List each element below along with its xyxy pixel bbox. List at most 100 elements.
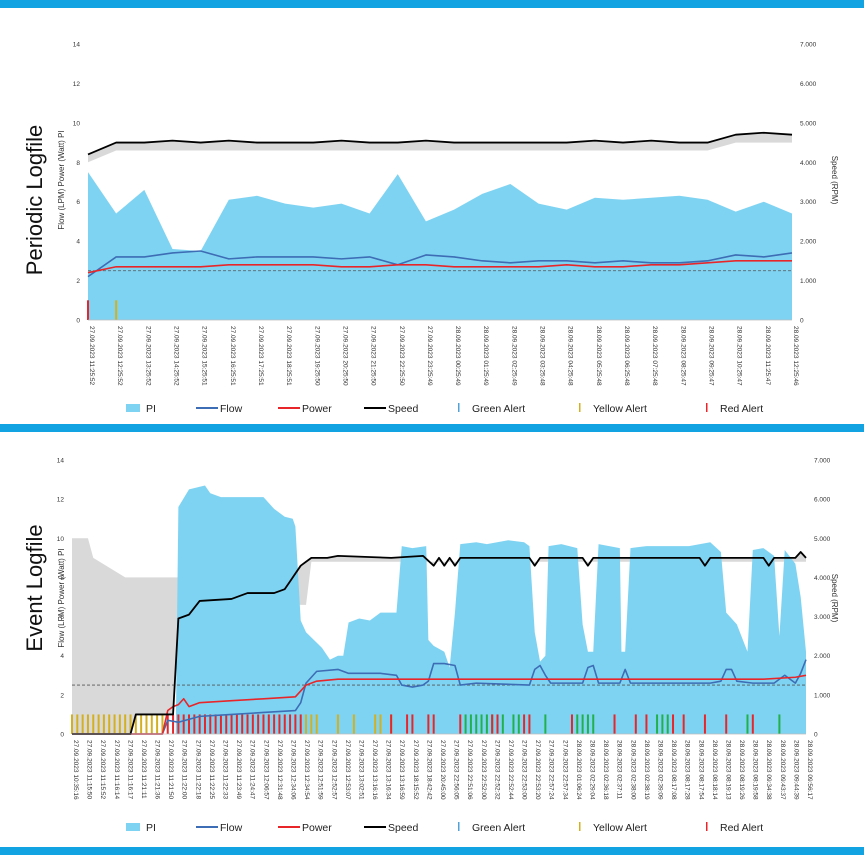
top-accent-bar — [0, 0, 864, 8]
event-red-alert-mark — [528, 714, 531, 734]
event-green-alert-mark — [469, 714, 472, 734]
event-xtick: 27.09.2023 13:16:16 — [371, 740, 378, 800]
event-red-alert-mark — [251, 714, 254, 734]
periodic-xtick: 28.09.2023 08:25:47 — [679, 326, 686, 386]
bottom-accent-bar — [0, 847, 864, 855]
event-xtick: 28.09.2023 02:37:11 — [616, 740, 623, 800]
event-xtick: 27.09.2023 11:22:00 — [181, 740, 188, 800]
periodic-legend-speed-label: Speed — [388, 403, 419, 415]
event-red-alert-mark — [267, 714, 270, 734]
middle-accent-bar — [0, 424, 864, 432]
event-ytick: 4 — [60, 653, 64, 660]
event-xtick: 28.09.2023 02:36:18 — [602, 740, 609, 800]
event-xtick: 27.09.2023 22:53:20 — [534, 740, 541, 800]
periodic-legend-green-swatch — [458, 403, 460, 412]
event-red-alert-mark — [703, 714, 706, 734]
periodic-xtick: 28.09.2023 04:25:48 — [567, 326, 574, 386]
event-xtick: 27.09.2023 22:57:24 — [548, 740, 555, 800]
event-xtick: 27.09.2023 12:51:59 — [317, 740, 324, 800]
event-xtick: 28.09.2023 08:19:58 — [752, 740, 759, 800]
event-green-alert-mark — [576, 714, 579, 734]
event-ytick: 0 — [60, 732, 64, 739]
periodic-legend-power-label: Power — [302, 403, 332, 415]
event-xtick: 28.09.2023 08:19:26 — [738, 740, 745, 800]
periodic-speed-band — [88, 132, 792, 163]
event-ytick: 14 — [57, 458, 65, 465]
event-red-alert-mark — [177, 714, 180, 734]
event-yellow-alert-mark — [352, 714, 355, 734]
event-yellow-alert-mark — [129, 714, 132, 734]
event-legend-red-swatch — [706, 822, 708, 831]
event-red-alert-mark — [188, 714, 191, 734]
periodic-y2tick: 6.000 — [800, 81, 817, 88]
periodic-xtick: 28.09.2023 09:25:47 — [708, 326, 715, 386]
event-yellow-alert-mark — [156, 714, 159, 734]
event-red-alert-mark — [459, 714, 462, 734]
event-xtick: 27.09.2023 18:42:42 — [425, 740, 432, 800]
event-red-alert-mark — [166, 714, 169, 734]
event-xtick: 27.09.2023 11:21:36 — [154, 740, 161, 800]
periodic-flow-line — [87, 250, 793, 278]
event-y2tick: 6.000 — [814, 497, 831, 504]
event-yellow-alert-mark — [124, 714, 127, 734]
event-green-alert-mark — [512, 714, 515, 734]
event-yellow-alert-mark — [374, 714, 377, 734]
event-red-alert-mark — [613, 714, 616, 734]
periodic-xtick: 28.09.2023 12:25:46 — [792, 326, 799, 386]
periodic-legend-flow-label: Flow — [220, 403, 243, 415]
event-red-alert-mark — [427, 714, 430, 734]
event-red-alert-mark — [283, 714, 286, 734]
event-yellow-alert-mark — [315, 714, 318, 734]
event-red-alert-mark — [289, 714, 292, 734]
event-red-alert-mark — [491, 714, 494, 734]
periodic-xtick: 27.09.2023 18:25:51 — [285, 326, 292, 386]
event-yellow-alert-mark — [113, 714, 116, 734]
event-ytick: 6 — [60, 614, 64, 621]
event-legend: PI Flow Power Speed Green Alert Yellow Alert R… — [126, 822, 763, 834]
periodic-xtick: 27.09.2023 23:25:49 — [426, 326, 433, 386]
event-ytick: 10 — [57, 536, 65, 543]
event-xtick: 27.09.2023 12:53:07 — [344, 740, 351, 800]
event-xtick: 27.09.2023 11:16:14 — [113, 740, 120, 800]
event-red-alert-mark — [193, 714, 196, 734]
periodic-xtick: 27.09.2023 17:25:51 — [257, 326, 264, 386]
event-legend-red-label: Red Alert — [720, 822, 763, 834]
event-yellow-alert-mark — [92, 714, 95, 734]
periodic-ytick: 0 — [76, 318, 80, 325]
periodic-xtick: 27.09.2023 19:25:50 — [313, 326, 320, 386]
event-legend-yellow-label: Yellow Alert — [593, 822, 647, 834]
event-red-alert-mark — [523, 714, 526, 734]
periodic-y2tick: 2.000 — [800, 239, 817, 246]
event-green-alert-mark — [544, 714, 547, 734]
event-red-alert-mark — [273, 714, 276, 734]
event-xtick: 28.09.2023 02:38:00 — [629, 740, 636, 800]
event-legend-flow-label: Flow — [220, 822, 243, 834]
event-xtick: 27.09.2023 20:45:00 — [439, 740, 446, 800]
event-red-alert-mark — [246, 714, 249, 734]
periodic-red-alert-mark — [87, 300, 89, 320]
periodic-chart-title: Periodic Logfile — [22, 125, 47, 275]
event-red-alert-mark — [294, 714, 297, 734]
event-red-alert-mark — [203, 714, 206, 734]
event-power-line — [72, 674, 807, 735]
event-red-alert-mark — [496, 714, 499, 734]
event-legend-power-label: Power — [302, 822, 332, 834]
periodic-logfile-chart: Periodic Logfile Flow (LPM) Power (Watt)… — [22, 42, 839, 416]
event-y2tick: 5.000 — [814, 536, 831, 543]
event-red-alert-mark — [725, 714, 728, 734]
periodic-legend-yellow-label: Yellow Alert — [593, 403, 647, 415]
event-yellow-alert-mark — [108, 714, 111, 734]
event-xtick: 28.09.2023 02:38:19 — [643, 740, 650, 800]
periodic-pi-area — [88, 172, 792, 320]
periodic-xtick: 28.09.2023 03:25:48 — [539, 326, 546, 386]
event-xtick: 27.09.2023 13:02:51 — [357, 740, 364, 800]
event-flow-line — [72, 659, 807, 735]
event-red-alert-mark — [390, 714, 393, 734]
event-xtick: 28.09.2023 02:39:09 — [656, 740, 663, 800]
event-red-alert-mark — [278, 714, 281, 734]
event-xtick: 28.09.2023 09:43:37 — [779, 740, 786, 800]
event-red-alert-mark — [230, 714, 233, 734]
periodic-y2tick: 3.000 — [800, 199, 817, 206]
event-red-alert-mark — [570, 714, 573, 734]
periodic-xtick: 28.09.2023 06:25:48 — [623, 326, 630, 386]
